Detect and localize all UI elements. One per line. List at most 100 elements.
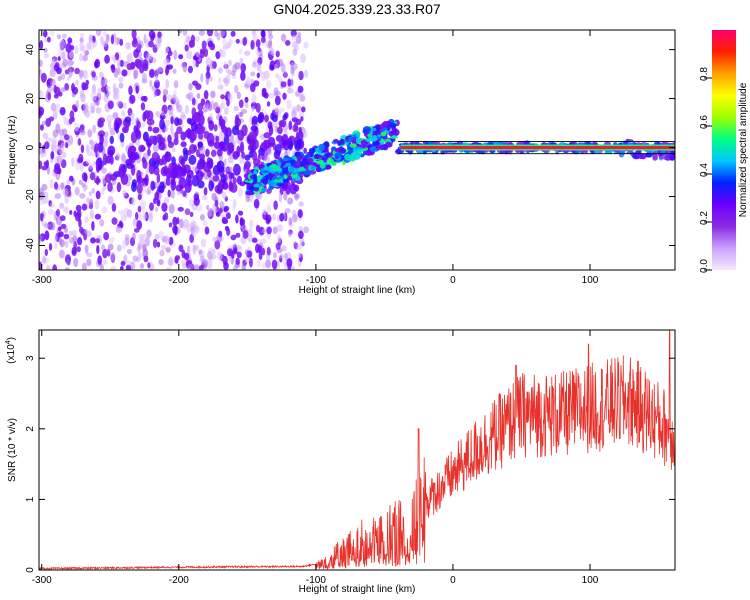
spectrogram-noise-blob bbox=[141, 156, 146, 164]
spectrogram-noise-blob bbox=[49, 179, 54, 189]
spectrogram-noise-blob bbox=[292, 213, 298, 223]
spectrogram-noise-blob bbox=[54, 193, 62, 199]
spectrogram-noise-blob bbox=[240, 63, 247, 73]
spectrogram-noise-blob bbox=[187, 65, 193, 74]
spectrogram-noise-blob bbox=[137, 42, 142, 51]
spectrogram-noise-blob bbox=[106, 114, 113, 124]
spectrogram-noise-blob bbox=[281, 245, 287, 252]
spectrogram-noise-blob bbox=[126, 63, 133, 71]
spectrogram-signal-blob bbox=[352, 152, 361, 160]
spectrogram-noise-blob bbox=[39, 106, 45, 116]
spectrogram-noise-blob bbox=[39, 68, 42, 76]
spectrogram-noise-blob bbox=[292, 48, 298, 56]
spectrogram-noise-blob bbox=[62, 128, 68, 136]
spectrogram-noise-blob bbox=[113, 56, 117, 64]
spectrogram-noise-blob bbox=[217, 77, 222, 84]
spectrogram-noise-blob bbox=[43, 37, 48, 43]
spectrogram-noise-blob bbox=[102, 31, 107, 37]
spectrogram-noise-blob bbox=[252, 61, 257, 68]
spectrogram-noise-blob bbox=[39, 59, 43, 67]
spectrogram-noise-blob bbox=[224, 61, 228, 69]
y-tick-label: 20 bbox=[25, 93, 36, 105]
spectrogram-noise-blob bbox=[298, 70, 304, 81]
spectrogram-carrier-halo bbox=[645, 152, 653, 158]
spectrogram-noise-blob bbox=[196, 162, 203, 170]
spectrogram-noise-blob bbox=[62, 58, 68, 67]
spectrogram-noise-blob bbox=[134, 211, 139, 221]
spectrogram-signal-blob bbox=[391, 127, 398, 133]
spectrogram-noise-blob bbox=[291, 106, 297, 116]
spectrogram-noise-blob bbox=[222, 181, 229, 190]
spectrogram-noise-blob bbox=[225, 212, 231, 220]
spectrogram-noise-blob bbox=[243, 50, 251, 56]
spectrogram-noise-blob bbox=[116, 59, 121, 70]
spectrogram-noise-blob bbox=[244, 96, 249, 103]
spectrogram-noise-blob bbox=[140, 199, 146, 209]
spectrogram-noise-blob bbox=[147, 126, 153, 132]
spectrogram-noise-blob bbox=[288, 120, 293, 131]
spectrogram-noise-blob bbox=[164, 235, 170, 245]
spectrogram-noise-blob bbox=[168, 222, 173, 228]
spectrogram-noise-blob bbox=[39, 212, 44, 219]
spectrogram-noise-blob bbox=[100, 79, 106, 88]
spectrogram-noise-blob bbox=[236, 175, 243, 185]
spectrogram-noise-blob bbox=[49, 30, 55, 36]
spectrogram-noise-blob bbox=[249, 219, 254, 229]
spectrogram-noise-blob bbox=[48, 242, 53, 251]
spectrogram-noise-blob bbox=[142, 212, 147, 221]
spectrogram-noise-blob bbox=[107, 195, 114, 205]
spectrogram-noise-blob bbox=[64, 227, 68, 234]
spectrogram-noise-blob bbox=[79, 32, 85, 39]
spectrogram-signal-blob bbox=[261, 170, 269, 174]
spectrogram-noise-blob bbox=[236, 91, 241, 100]
spectrogram-noise-blob bbox=[279, 213, 285, 222]
spectrogram-noise-blob bbox=[165, 246, 171, 253]
colorbar-tick-label: 0.2 bbox=[699, 211, 710, 225]
spectrogram-noise-blob bbox=[145, 53, 152, 62]
spectrogram-noise-blob bbox=[290, 78, 294, 87]
spectrogram-noise-blob bbox=[173, 137, 179, 146]
spectrogram-noise-blob bbox=[188, 154, 197, 165]
spectrogram-noise-blob bbox=[100, 86, 107, 93]
spectrogram-signal-blob bbox=[278, 178, 283, 184]
spectrogram-noise-blob bbox=[248, 131, 256, 140]
spectrogram-noise-blob bbox=[103, 95, 108, 102]
spectrogram-noise-blob bbox=[79, 226, 84, 234]
spectrogram-noise-blob bbox=[119, 38, 124, 46]
spectrogram-noise-blob bbox=[112, 112, 119, 120]
spectrogram-noise-blob bbox=[60, 249, 65, 258]
spectrogram-noise-blob bbox=[120, 214, 128, 222]
spectrogram-noise-blob bbox=[243, 161, 251, 170]
spectrogram-signal-blob bbox=[347, 136, 353, 142]
spectrogram-noise-blob bbox=[71, 156, 75, 167]
spectrogram-noise-blob bbox=[91, 71, 96, 78]
spectrogram-signal-blob bbox=[339, 138, 345, 145]
spectrogram-noise-blob bbox=[198, 30, 206, 36]
spectrogram-noise-blob bbox=[189, 233, 195, 243]
spectrogram-noise-blob bbox=[64, 240, 69, 248]
spectrogram-noise-blob bbox=[60, 182, 65, 191]
spectrogram-noise-blob bbox=[112, 83, 117, 93]
spectrogram-noise-blob bbox=[109, 127, 116, 136]
spectrogram-noise-blob bbox=[42, 132, 49, 140]
spectrogram-noise-blob bbox=[74, 122, 80, 132]
spectrogram-noise-blob bbox=[130, 261, 136, 270]
spectrogram-noise-blob bbox=[166, 64, 174, 70]
snr-multiplier-exp: 4 bbox=[5, 340, 12, 344]
spectrogram-noise-blob bbox=[84, 184, 88, 190]
spectrogram-noise-blob bbox=[77, 138, 82, 146]
spectrogram-noise-blob bbox=[157, 185, 164, 193]
spectrogram-noise-blob bbox=[39, 124, 44, 131]
spectrogram-noise-blob bbox=[152, 238, 158, 248]
spectrogram-noise-blob bbox=[274, 107, 280, 115]
spectrogram-noise-blob bbox=[89, 102, 96, 111]
spectrogram-noise-blob bbox=[104, 173, 112, 184]
spectrogram-noise-blob bbox=[125, 259, 132, 266]
spectrogram-noise-blob bbox=[111, 64, 116, 73]
spectrogram-noise-blob bbox=[64, 69, 70, 75]
spectrogram-noise-blob bbox=[116, 100, 122, 108]
spectrogram-noise-blob bbox=[295, 143, 300, 150]
spectrogram-noise-blob bbox=[86, 252, 93, 258]
spectrogram-noise-blob bbox=[181, 249, 186, 259]
